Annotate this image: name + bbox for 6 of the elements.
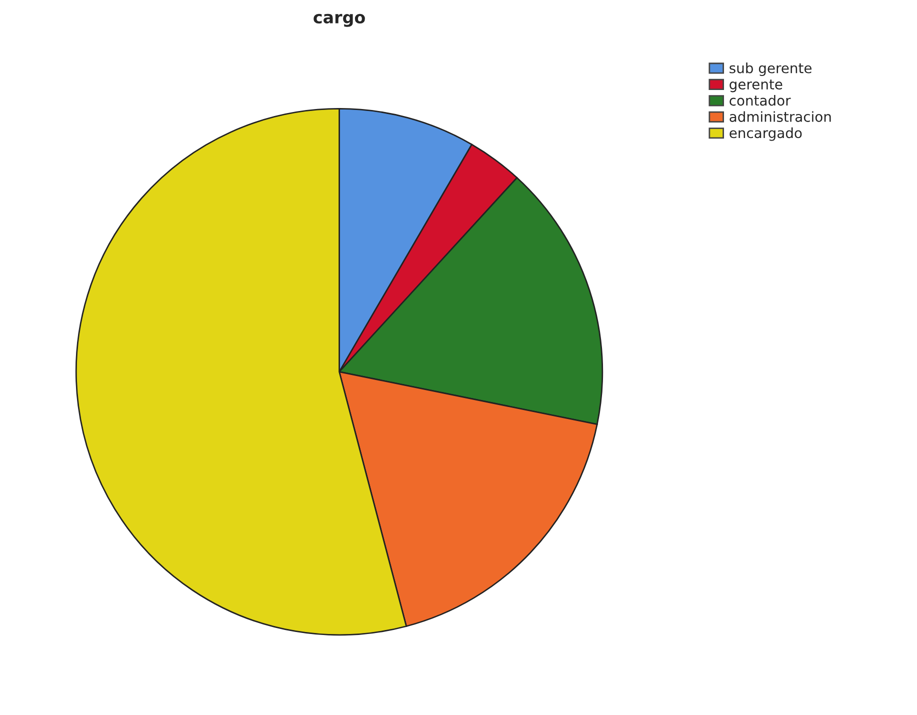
legend-label: gerente [730,80,782,92]
legend-label: contador [730,94,791,106]
legend-label: administracion [730,111,831,122]
legend-label: sub gerente [730,62,812,76]
legend-label: encargado [730,127,802,141]
chart-title: cargo [314,14,365,27]
